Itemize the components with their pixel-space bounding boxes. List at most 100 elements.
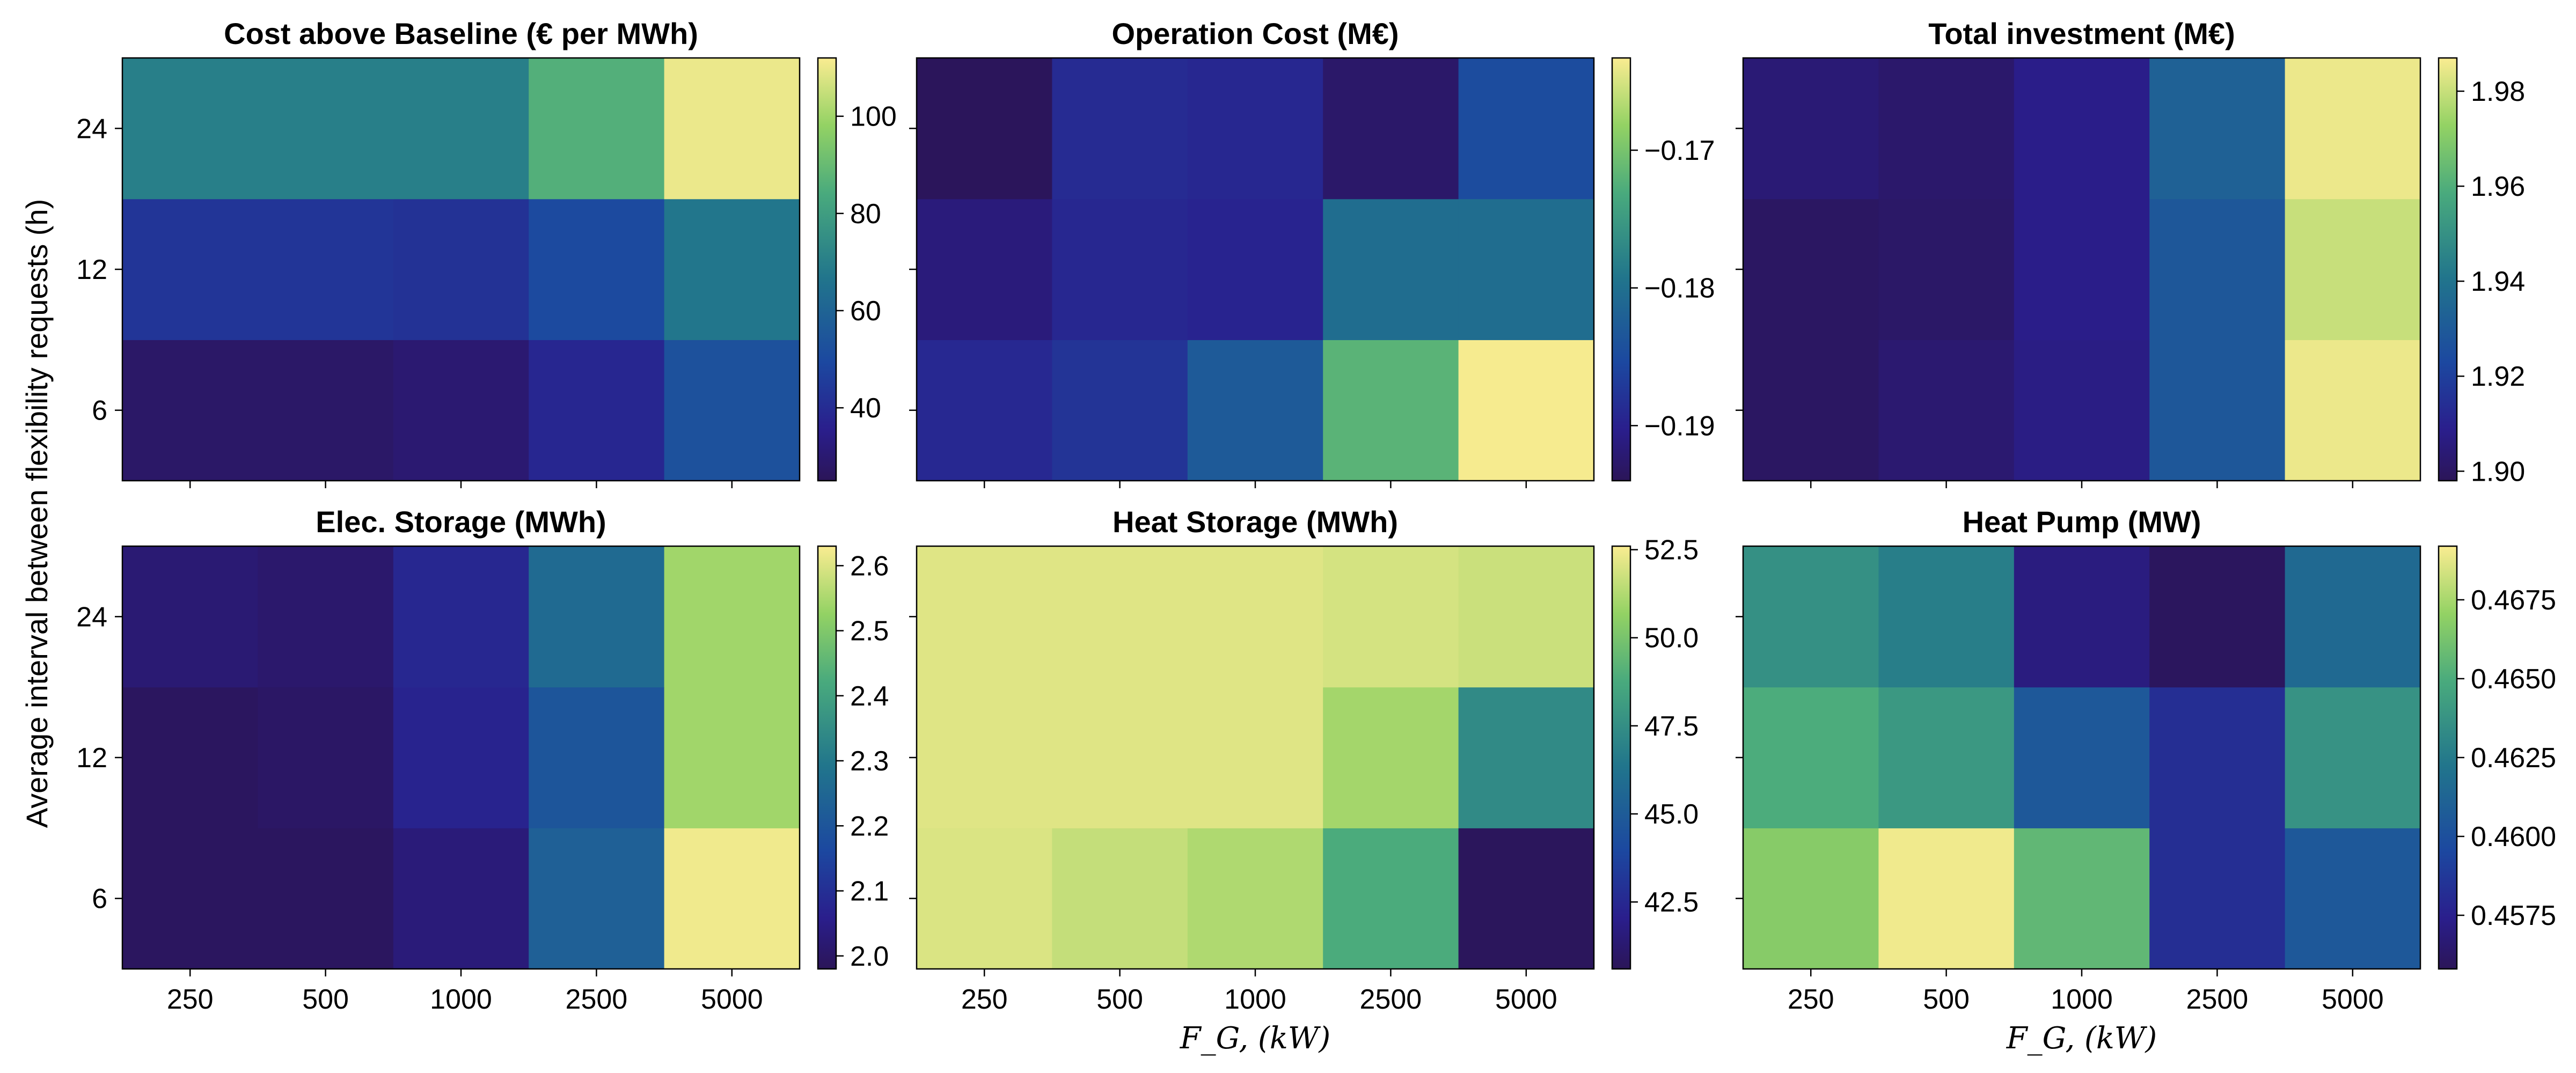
heatmap-panel-1: Cost above Baseline (€ per MWh) 6 12 24 40 60… [76, 17, 897, 488]
heatmap-cell [917, 58, 1052, 200]
colorbar-frame [817, 545, 837, 970]
heatmap-cell [1743, 546, 1879, 688]
heatmap-cell [529, 546, 665, 688]
colorbar-tick-label: 40 [850, 393, 881, 424]
heatmap-cell [2149, 687, 2286, 828]
heatmap-cell [2285, 546, 2421, 688]
panel-title: Cost above Baseline (€ per MWh) [224, 17, 698, 50]
heatmap-cell [529, 58, 665, 200]
heatmap-cell [1187, 687, 1323, 828]
colorbar-tick-label: 1.92 [2471, 361, 2525, 392]
heatmap-cell [664, 546, 800, 688]
x-tick-label: 5000 [2322, 984, 2384, 1015]
heatmap-cell [1323, 340, 1459, 481]
x-tick-label: 1000 [1224, 984, 1286, 1015]
y-tick-label: 24 [76, 601, 107, 633]
heatmap-cell [1052, 58, 1188, 200]
heatmap-cell [1187, 340, 1323, 481]
colorbar-tick-label: 0.4575 [2471, 900, 2556, 931]
heatmap-cell [1878, 340, 2015, 481]
y-axis-label: Average interval between flexibility req… [20, 199, 54, 828]
panel-title: Operation Cost (M€) [1111, 17, 1399, 50]
colorbar-tick-label: 0.4625 [2471, 743, 2556, 774]
x-tick-label: 2500 [1360, 984, 1422, 1015]
heatmap-cell [122, 58, 258, 200]
heatmap-cell [1323, 546, 1459, 688]
colorbar [818, 58, 836, 481]
heatmap-cell [2285, 199, 2421, 340]
colorbar [2439, 58, 2457, 481]
heatmap-cell [1187, 546, 1323, 688]
colorbar [1612, 546, 1630, 969]
heatmap-cell [2149, 58, 2286, 200]
heatmap-cell [2014, 58, 2150, 200]
heatmap-cell [664, 58, 800, 200]
x-tick-label: 1000 [2051, 984, 2113, 1015]
heatmap-cell [2014, 340, 2150, 481]
heatmap-cell [1743, 828, 1879, 969]
colorbar-tick-label: 2.5 [850, 616, 889, 647]
x-axis-label: F_G, (kW) [2006, 1021, 2157, 1056]
heatmap-cell [1323, 199, 1459, 340]
heatmap-cell [1052, 199, 1188, 340]
x-tick-label: 250 [961, 984, 1008, 1015]
heatmap-panel-5: Heat Storage (MWh) 250 500 1000 2500 5000 F_G,… [909, 505, 1699, 1056]
heatmap-cell [1458, 687, 1594, 828]
colorbar-tick-label: 0.4675 [2471, 585, 2556, 616]
heatmap-cell [258, 828, 394, 969]
colorbar-tick-label: 2.6 [850, 550, 889, 582]
colorbar-tick-label: 50.0 [1644, 623, 1699, 654]
heatmap-cell [1052, 687, 1188, 828]
colorbar-tick-label: 47.5 [1644, 711, 1699, 742]
heatmap-cell [1878, 687, 2015, 828]
colorbar-frame [1611, 57, 1631, 482]
heatmap-cell [1323, 687, 1459, 828]
x-tick-label: 250 [1788, 984, 1834, 1015]
heatmap-panel-6: Heat Pump (MW) 250 500 1000 2500 5000 F_G, (kW… [1736, 505, 2556, 1056]
heatmap-cell [2149, 546, 2286, 688]
colorbar-tick-label: 1.96 [2471, 171, 2525, 202]
heatmap-cell [1052, 546, 1188, 688]
panel-title: Heat Pump (MW) [1963, 505, 2201, 539]
colorbar-tick-label: 52.5 [1644, 535, 1699, 566]
heatmap-cell [917, 199, 1052, 340]
heatmap-cell [2149, 340, 2286, 481]
heatmap-cell [1458, 199, 1594, 340]
heatmap-cell [2014, 828, 2150, 969]
heatmap-cell [1743, 199, 1879, 340]
heatmap-cell [258, 58, 394, 200]
x-tick-label: 500 [302, 984, 349, 1015]
heatmap-cell [1323, 828, 1459, 969]
colorbar-frame [2438, 57, 2458, 482]
heatmap-panel-4: Elec. Storage (MWh) 6 12 24 250 500 1000 2500 50… [76, 505, 889, 1015]
heatmap-cell [1052, 340, 1188, 481]
x-tick-label: 5000 [1495, 984, 1557, 1015]
heatmap-cell [258, 340, 394, 481]
colorbar-tick-label: 60 [850, 296, 881, 327]
x-tick-label: 5000 [701, 984, 763, 1015]
heatmap-cell [2014, 546, 2150, 688]
colorbar-tick-label: 1.94 [2471, 266, 2525, 297]
y-tick-label: 24 [76, 113, 107, 144]
heatmap-cell [1187, 199, 1323, 340]
heatmap-cell [258, 687, 394, 828]
colorbar [1612, 58, 1630, 481]
colorbar-tick-label: 2.2 [850, 811, 889, 842]
heatmap-cell [664, 687, 800, 828]
heatmap-cell [122, 199, 258, 340]
colorbar-tick-label: −0.19 [1644, 410, 1715, 442]
colorbar-tick-label: 1.98 [2471, 76, 2525, 107]
y-tick-label: 12 [76, 743, 107, 774]
x-tick-label: 2500 [566, 984, 628, 1015]
heatmap-cell [122, 546, 258, 688]
heatmap-cell [393, 199, 529, 340]
heatmap-cell [122, 340, 258, 481]
heatmap-cell [1878, 58, 2015, 200]
heatmap-cell [1052, 828, 1188, 969]
heatmap-cell [258, 199, 394, 340]
heatmap-cell [1187, 828, 1323, 969]
heatmap-cell [2149, 828, 2286, 969]
heatmap-cell [2014, 199, 2150, 340]
colorbar-tick-label: 100 [850, 101, 897, 133]
